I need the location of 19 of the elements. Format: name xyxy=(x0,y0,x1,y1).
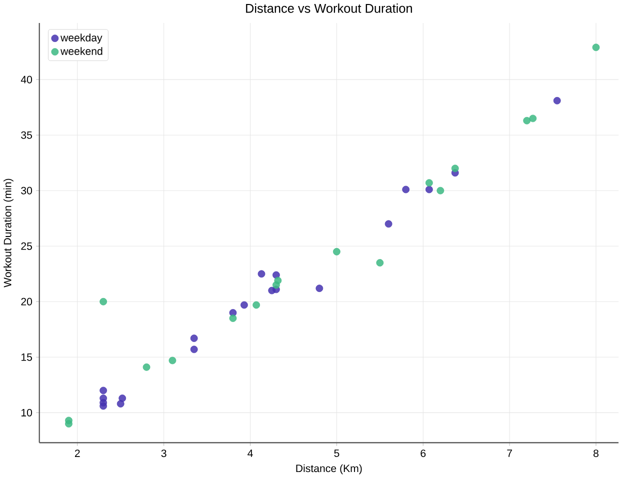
x-tick-label: 3 xyxy=(161,450,166,458)
x-tick-label: 7 xyxy=(507,450,512,457)
y-tick-label: 10 xyxy=(21,409,32,417)
x-tick-label: 6 xyxy=(420,450,426,458)
x-tick-label: 8 xyxy=(594,450,598,458)
legend-label: weekday xyxy=(60,34,102,44)
x-tick-label: 4 xyxy=(248,450,253,457)
y-axis-title: Workout Duration (min) xyxy=(4,178,14,288)
x-axis-title: Distance (Km) xyxy=(296,464,362,474)
y-tick-label: 30 xyxy=(21,186,32,194)
x-tick-label: 2 xyxy=(74,450,80,458)
legend-label: weekend xyxy=(60,47,102,56)
y-tick-label: 40 xyxy=(20,76,32,84)
y-tick-label: 35 xyxy=(21,131,32,139)
chart-title: Distance vs Workout Duration xyxy=(246,4,412,13)
y-tick-label: 20 xyxy=(21,298,32,306)
y-tick-label: 15 xyxy=(21,354,32,361)
x-tick-label: 5 xyxy=(334,450,340,458)
y-tick-label: 25 xyxy=(21,242,32,250)
